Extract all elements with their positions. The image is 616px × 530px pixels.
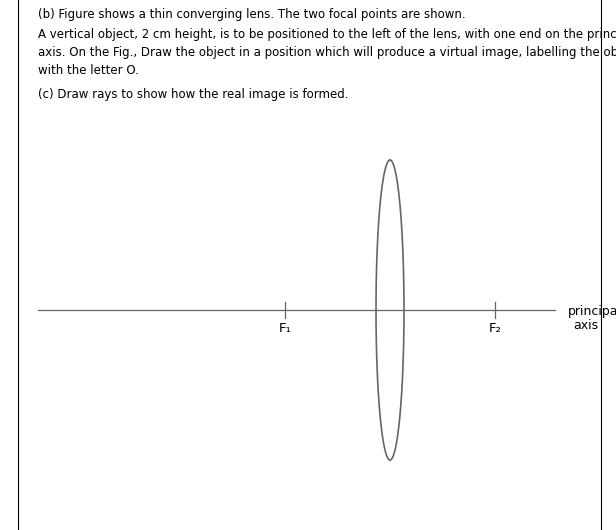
Text: axis: axis <box>573 319 598 332</box>
Text: (b) Figure shows a thin converging lens. The two focal points are shown.: (b) Figure shows a thin converging lens.… <box>38 8 466 21</box>
Text: axis. On the Fig., Draw the object in a position which will produce a virtual im: axis. On the Fig., Draw the object in a … <box>38 46 616 59</box>
Text: A vertical object, 2 cm height, is to be positioned to the left of the lens, wit: A vertical object, 2 cm height, is to be… <box>38 28 616 41</box>
Text: principal: principal <box>568 305 616 318</box>
Text: (c) Draw rays to show how the real image is formed.: (c) Draw rays to show how the real image… <box>38 88 349 101</box>
Text: with the letter O.: with the letter O. <box>38 64 139 77</box>
Text: F₁: F₁ <box>278 322 291 335</box>
Text: F₂: F₂ <box>488 322 501 335</box>
